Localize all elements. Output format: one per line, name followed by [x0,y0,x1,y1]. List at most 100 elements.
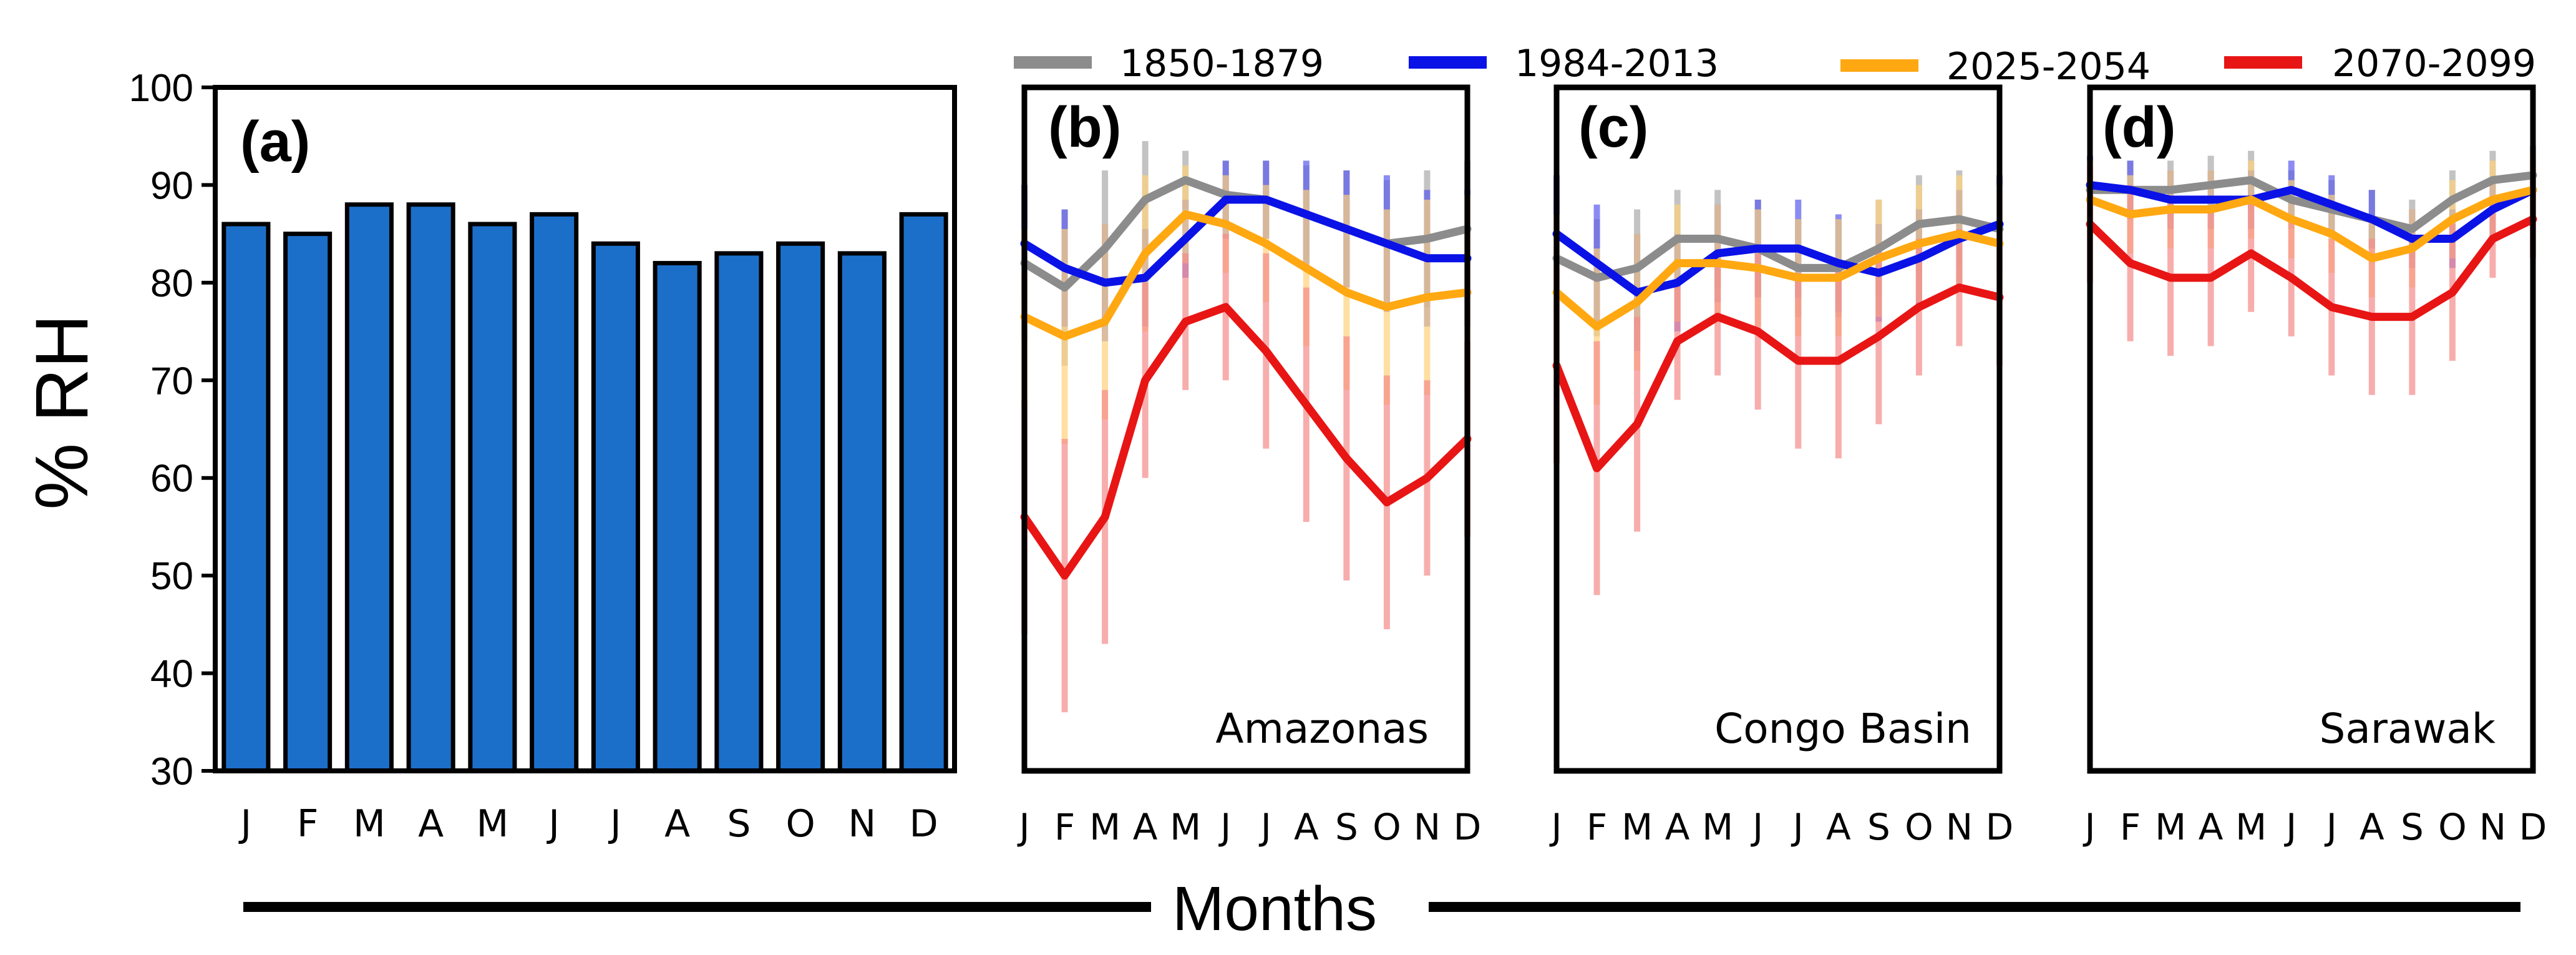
series-line-1850-1879 [2086,171,2537,233]
x-tick-label: N [848,802,876,846]
x-tick-label: S [2401,806,2424,848]
legend-label: 1984-2013 [1515,42,1719,86]
x-tick-label: J [2325,806,2337,848]
series-line-1850-1879 [1552,215,2004,282]
x-tick-label: J [2083,806,2095,848]
x-tick-label: F [297,802,319,846]
bar-8 [714,251,764,773]
x-tick-label: D [910,802,938,846]
bar-6 [591,241,640,773]
legend-item: 2025-2054 [1840,45,2151,89]
x-tick-label: M [1089,806,1120,848]
series-line-2025-2054 [2086,185,2537,263]
panel-c-congo-basin: J F M A M J J A S O N D(c)Congo Basin [1549,84,2014,848]
x-tick-label: O [1373,806,1401,848]
panel-label: (a) [240,110,310,174]
panel-b-amazonas: J F M A M J J A S O N D(b)Amazonas [1017,84,1482,848]
x-tick-label: J [1017,806,1029,848]
x-tick-label: A [1133,806,1158,848]
y-tick-label: 100 [129,67,193,110]
x-tick-label: O [1905,806,1933,848]
panel-frame [2087,84,2536,774]
x-tick-label: A [2199,806,2224,848]
y-tick-label: 50 [150,555,193,598]
x-tick-label: F [1587,806,1607,848]
legend-label: 2025-2054 [1947,45,2151,89]
region-label: Congo Basin [1714,705,1971,753]
x-tick-label: F [2120,806,2141,848]
series-line-1984-2013 [2086,180,2537,243]
x-tick-label: O [786,802,815,846]
x-tick-label: D [2519,806,2547,848]
y-tick-label: 30 [150,750,193,793]
panel-label: (d) [2102,96,2175,159]
bar-7 [653,261,702,773]
bar-1 [283,232,333,773]
x-tick-label: A [418,802,444,846]
legend-item: 1850-1879 [1014,42,1324,86]
series-line-2070-2099 [1020,303,1472,580]
x-tick-label: J [1791,806,1804,848]
bar-5 [530,212,579,773]
y-tick-label: 40 [150,653,193,696]
bar-10 [837,251,887,773]
y-tick-label: 70 [150,360,193,403]
panel-label: (c) [1578,96,1648,159]
x-tick-label: F [1054,806,1075,848]
x-tick-label: M [2155,806,2186,848]
bar-2 [344,202,394,773]
x-tick-label: J [2284,806,2297,848]
y-tick-label: 90 [150,164,193,207]
x-tick-label: D [1986,806,2014,848]
panel-frame [1021,84,1470,774]
bar-9 [776,241,825,773]
panel-frame [1553,84,2003,774]
series-line-1984-2013 [1020,195,1472,287]
panel-label: (b) [1048,96,1121,159]
x-tick-label: N [1946,806,1973,848]
series-line-2025-2054 [1552,230,2004,331]
legend-item: 2070-2099 [2224,42,2536,86]
x-tick-label: N [1414,806,1441,848]
x-tick-label: M [1702,806,1733,848]
x-tick-label: A [1294,806,1319,848]
x-tick-label: J [1751,806,1763,848]
x-tick-label: D [1454,806,1482,848]
x-tick-label: N [2479,806,2506,848]
x-tick-label: A [2360,806,2384,848]
x-tick-label: A [664,802,690,846]
bar-0 [221,222,271,773]
x-tick-label: J [1218,806,1231,848]
y-tick-label: 80 [150,262,193,305]
x-tick-label: A [1826,806,1851,848]
x-tick-label: J [546,802,560,846]
y-tick-label: 60 [150,458,193,501]
x-tick-label: J [238,802,252,846]
x-tick-label: O [2438,806,2467,848]
x-tick-label: S [727,802,751,846]
region-label: Amazonas [1215,705,1429,753]
x-tick-label: M [2235,806,2267,848]
bar-11 [899,212,948,773]
x-tick-label: S [1867,806,1890,848]
legend-label: 1850-1879 [1120,42,1324,86]
x-tick-label: M [1170,806,1201,848]
x-tick-label: J [1259,806,1271,848]
x-tick-label: J [1549,806,1562,848]
legend: 1850-1879 1984-2013 2025-2054 2070-2099 [1014,42,2536,89]
legend-item: 1984-2013 [1409,42,1719,86]
x-tick-label: M [353,802,386,846]
x-tick-label: J [608,802,621,846]
panel-d-sarawak: J F M A M J J A S O N D(d)Sarawak [2083,84,2547,848]
legend-label: 2070-2099 [2332,42,2536,86]
series-line-2070-2099 [1552,283,2004,473]
bar-4 [468,222,517,773]
bar-3 [406,202,455,773]
x-tick-label: S [1335,806,1358,848]
x-tick-label: M [1621,806,1653,848]
series-line-1984-2013 [1552,220,2004,296]
panel-a-frame [213,85,957,773]
y-axis-title: % RH [20,314,104,509]
